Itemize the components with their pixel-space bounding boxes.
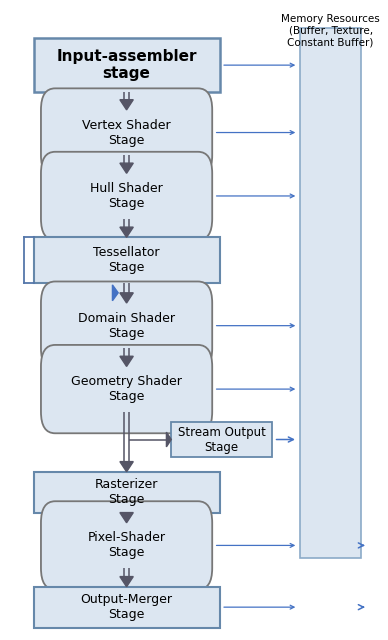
Polygon shape bbox=[120, 227, 133, 237]
FancyBboxPatch shape bbox=[33, 587, 220, 628]
Text: Stream Output
Stage: Stream Output Stage bbox=[178, 426, 265, 454]
Polygon shape bbox=[120, 100, 133, 110]
Text: Input-assembler
stage: Input-assembler stage bbox=[56, 49, 197, 81]
Polygon shape bbox=[166, 432, 171, 447]
FancyBboxPatch shape bbox=[33, 472, 220, 513]
Text: Memory Resources
(Buffer, Texture,
Constant Buffer): Memory Resources (Buffer, Texture, Const… bbox=[281, 14, 380, 47]
FancyBboxPatch shape bbox=[300, 28, 361, 558]
Text: Domain Shader
Stage: Domain Shader Stage bbox=[78, 312, 175, 340]
Polygon shape bbox=[120, 293, 133, 303]
Text: Tessellator
Stage: Tessellator Stage bbox=[94, 246, 160, 274]
Text: Output-Merger
Stage: Output-Merger Stage bbox=[81, 593, 173, 621]
FancyBboxPatch shape bbox=[41, 282, 212, 370]
Text: Geometry Shader
Stage: Geometry Shader Stage bbox=[71, 375, 182, 403]
FancyBboxPatch shape bbox=[41, 152, 212, 240]
FancyBboxPatch shape bbox=[41, 501, 212, 589]
Polygon shape bbox=[120, 513, 133, 523]
FancyBboxPatch shape bbox=[41, 88, 212, 177]
Polygon shape bbox=[120, 356, 133, 367]
Text: Pixel-Shader
Stage: Pixel-Shader Stage bbox=[88, 531, 166, 559]
FancyBboxPatch shape bbox=[171, 422, 272, 458]
Text: Vertex Shader
Stage: Vertex Shader Stage bbox=[82, 118, 171, 147]
FancyBboxPatch shape bbox=[41, 345, 212, 433]
Text: Hull Shader
Stage: Hull Shader Stage bbox=[90, 182, 163, 210]
Text: Rasterizer
Stage: Rasterizer Stage bbox=[95, 478, 158, 506]
Polygon shape bbox=[113, 285, 118, 301]
Polygon shape bbox=[120, 163, 133, 173]
FancyBboxPatch shape bbox=[33, 38, 220, 92]
Polygon shape bbox=[120, 577, 133, 587]
Polygon shape bbox=[120, 461, 133, 472]
FancyBboxPatch shape bbox=[33, 237, 220, 283]
